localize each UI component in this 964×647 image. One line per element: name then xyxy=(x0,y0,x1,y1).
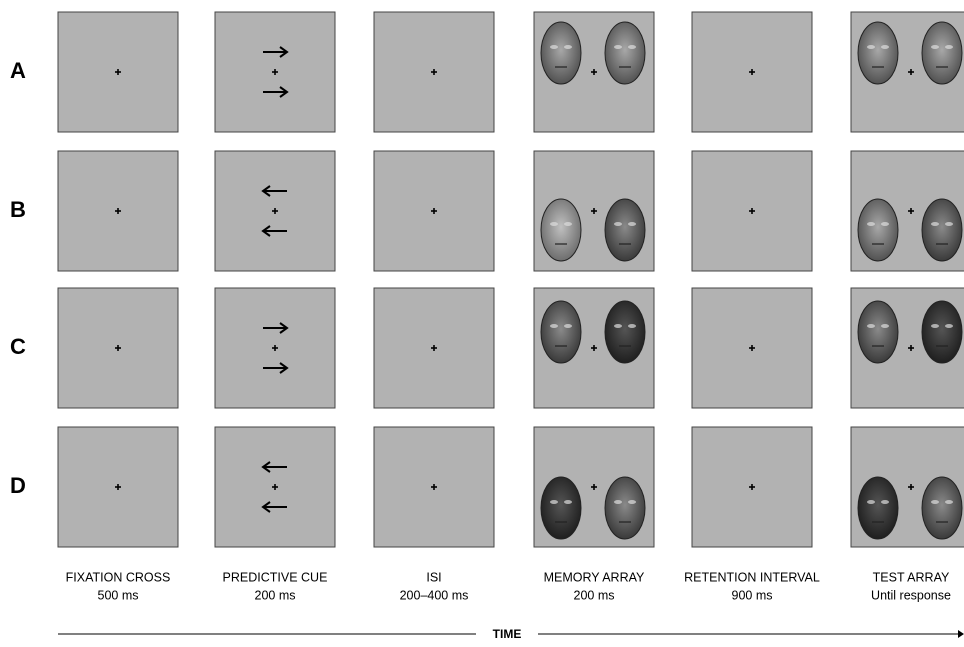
face-eye xyxy=(550,324,558,328)
face xyxy=(605,477,645,539)
row-label: B xyxy=(10,197,26,222)
face-eye xyxy=(881,500,889,504)
face-eye xyxy=(881,45,889,49)
face-eye xyxy=(564,324,572,328)
face-eye xyxy=(628,45,636,49)
face-eye xyxy=(564,222,572,226)
column-name: RETENTION INTERVAL xyxy=(684,570,820,584)
face-eye xyxy=(628,500,636,504)
face-eye xyxy=(931,324,939,328)
face-eye xyxy=(614,324,622,328)
face xyxy=(922,22,962,84)
row-label: A xyxy=(10,58,26,83)
column-duration: 200 ms xyxy=(574,588,615,602)
row-label: D xyxy=(10,473,26,498)
face-eye xyxy=(550,500,558,504)
face xyxy=(605,199,645,261)
face-eye xyxy=(867,324,875,328)
face-eye xyxy=(628,222,636,226)
face-eye xyxy=(614,500,622,504)
face-eye xyxy=(614,45,622,49)
face xyxy=(605,22,645,84)
face xyxy=(922,301,962,363)
face-eye xyxy=(945,45,953,49)
face-eye xyxy=(931,222,939,226)
face-eye xyxy=(564,500,572,504)
face xyxy=(858,301,898,363)
face-eye xyxy=(867,45,875,49)
face xyxy=(541,477,581,539)
column-name: ISI xyxy=(426,570,441,584)
face-eye xyxy=(867,222,875,226)
face-eye xyxy=(867,500,875,504)
time-arrowhead xyxy=(958,630,964,638)
face-eye xyxy=(931,500,939,504)
face xyxy=(858,22,898,84)
column-name: PREDICTIVE CUE xyxy=(223,570,328,584)
face-eye xyxy=(628,324,636,328)
column-name: TEST ARRAY xyxy=(873,570,950,584)
face-eye xyxy=(550,45,558,49)
column-duration: 500 ms xyxy=(98,588,139,602)
face xyxy=(541,199,581,261)
face-eye xyxy=(881,324,889,328)
column-name: FIXATION CROSS xyxy=(66,570,171,584)
face xyxy=(541,22,581,84)
paradigm-figure: TIME A B C D FIXATION CROSS 500 ms PREDICTIVE … xyxy=(0,0,964,642)
face-eye xyxy=(945,222,953,226)
column-duration: 200–400 ms xyxy=(400,588,469,602)
column-duration: 900 ms xyxy=(732,588,773,602)
face xyxy=(858,477,898,539)
row-label: C xyxy=(10,334,26,359)
face-eye xyxy=(550,222,558,226)
face-eye xyxy=(945,500,953,504)
face xyxy=(541,301,581,363)
face-eye xyxy=(881,222,889,226)
time-label: TIME xyxy=(493,627,522,641)
face-eye xyxy=(564,45,572,49)
column-duration: 200 ms xyxy=(255,588,296,602)
face-eye xyxy=(931,45,939,49)
column-duration: Until response xyxy=(871,588,951,602)
face-eye xyxy=(945,324,953,328)
face xyxy=(922,199,962,261)
column-name: MEMORY ARRAY xyxy=(544,570,645,584)
face xyxy=(858,199,898,261)
face-eye xyxy=(614,222,622,226)
face xyxy=(922,477,962,539)
face xyxy=(605,301,645,363)
